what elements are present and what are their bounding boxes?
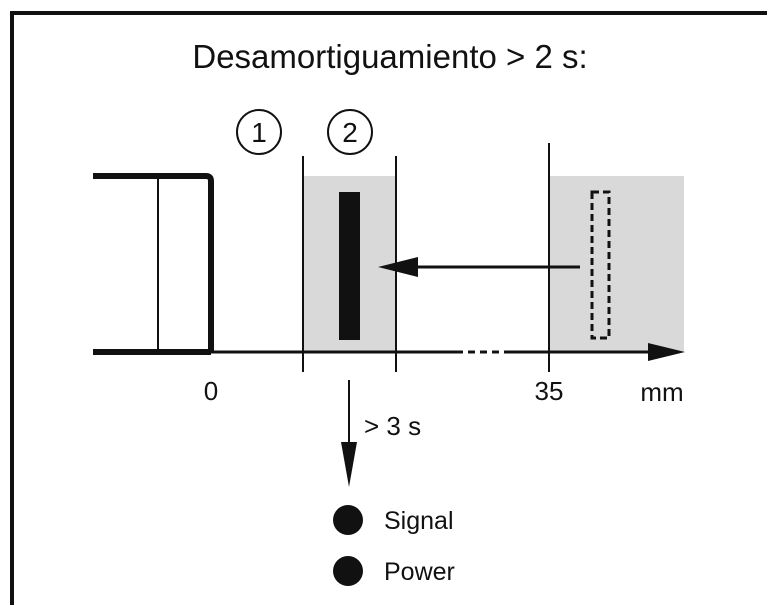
- power-led-icon: [333, 556, 363, 586]
- delay-arrowhead: [341, 442, 357, 487]
- axis-tick-0: 0: [204, 376, 218, 406]
- axis-arrowhead: [648, 343, 685, 361]
- diagram-title: Desamortiguamiento > 2 s:: [192, 38, 587, 75]
- diagram-frame: [10, 11, 767, 605]
- target-start-position: [590, 190, 611, 340]
- axis-unit: mm: [640, 377, 683, 407]
- sensor-body: [93, 173, 214, 352]
- zone-2-marker-label: 2: [342, 117, 358, 148]
- movement-arrowhead: [378, 257, 418, 277]
- axis-tick-35: 35: [535, 376, 564, 406]
- zone-1-marker-label: 1: [251, 117, 267, 148]
- signal-led-icon: [333, 505, 363, 535]
- zone-2-marker-circle: [327, 109, 373, 155]
- zone-1-marker-circle: [236, 109, 282, 155]
- signal-led-label: Signal: [384, 507, 454, 535]
- damped-zone-shade: [549, 176, 684, 352]
- power-led-label: Power: [384, 558, 455, 586]
- target-current-position: [339, 192, 360, 340]
- delay-label: > 3 s: [364, 411, 421, 441]
